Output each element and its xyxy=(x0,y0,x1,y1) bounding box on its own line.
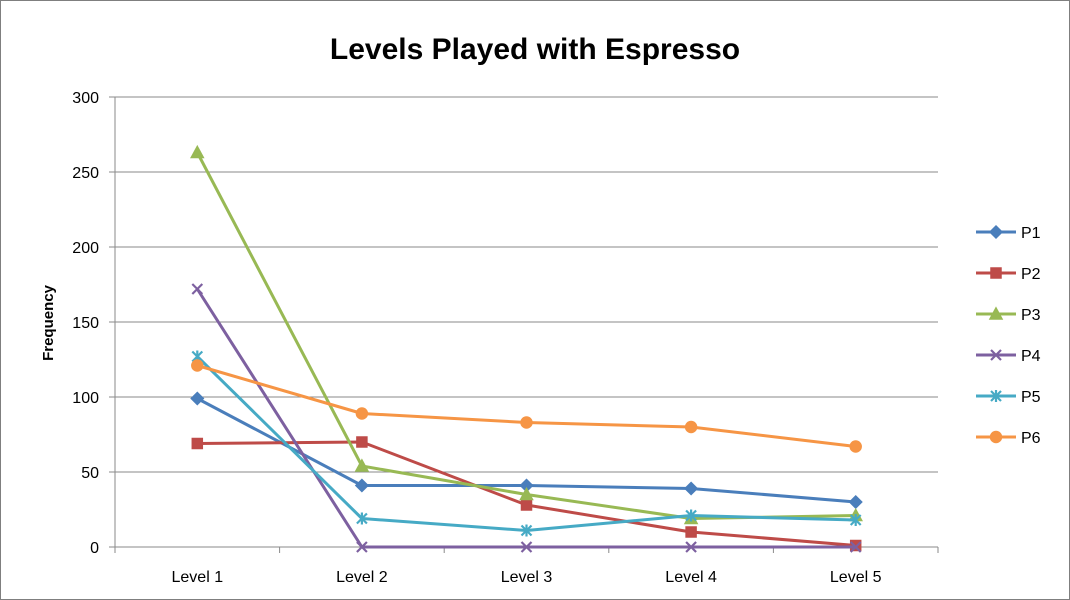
data-point xyxy=(519,486,534,501)
y-tick-label: 100 xyxy=(72,390,99,407)
data-point xyxy=(190,144,205,159)
y-tick-label: 200 xyxy=(72,240,99,257)
x-tick-label: Level 1 xyxy=(172,569,224,586)
data-point xyxy=(685,526,697,538)
data-point xyxy=(354,478,369,493)
data-point xyxy=(685,509,697,522)
y-tick-label: 300 xyxy=(72,90,99,107)
legend-marker xyxy=(990,267,1002,279)
legend-label: P3 xyxy=(1021,307,1041,324)
y-tick-label: 0 xyxy=(90,540,99,557)
series-lines xyxy=(190,144,863,553)
legend-marker xyxy=(990,390,1002,402)
x-tick-label: Level 2 xyxy=(336,569,388,586)
legend-marker xyxy=(989,430,1003,444)
y-tick-label: 50 xyxy=(81,465,99,482)
x-tick-label: Level 5 xyxy=(830,569,882,586)
y-axis-label: Frequency xyxy=(40,284,57,361)
legend-marker xyxy=(988,224,1004,240)
data-point xyxy=(849,514,862,526)
series-p1 xyxy=(190,391,863,510)
data-point xyxy=(520,499,533,511)
data-point xyxy=(356,436,368,448)
x-tick-label: Level 4 xyxy=(665,569,717,586)
legend-entry-p4: P4 xyxy=(976,348,1041,365)
data-point xyxy=(849,440,862,453)
data-point xyxy=(848,494,863,510)
data-point xyxy=(190,391,205,406)
x-tick-label: Level 3 xyxy=(501,569,553,586)
series-line xyxy=(195,151,856,520)
data-point xyxy=(685,541,697,553)
legend-entry-p2: P2 xyxy=(976,266,1041,283)
legend-marker xyxy=(988,306,1004,320)
data-point xyxy=(356,541,368,553)
legend-label: P1 xyxy=(1021,225,1041,242)
legend-entry-p1: P1 xyxy=(976,224,1041,242)
x-tick-labels: Level 1 Level 2 Level 3 Level 4 Level 5 xyxy=(172,569,882,586)
data-point xyxy=(191,359,204,372)
series-p4 xyxy=(191,283,862,553)
series-p3 xyxy=(190,144,863,525)
legend-label: P4 xyxy=(1021,348,1041,365)
chart-title: Levels Played with Espresso xyxy=(330,33,740,66)
legend-label: P2 xyxy=(1021,266,1041,283)
series-p6 xyxy=(191,359,862,453)
gridlines xyxy=(109,96,939,553)
y-tick-label: 150 xyxy=(72,315,99,332)
data-point xyxy=(520,541,533,553)
legend-marker xyxy=(990,349,1002,361)
data-point xyxy=(684,481,699,496)
data-point xyxy=(191,437,204,450)
legend-entry-p6: P6 xyxy=(976,430,1041,447)
data-point xyxy=(684,420,698,434)
series-p5 xyxy=(191,350,862,537)
data-point xyxy=(191,283,204,295)
data-point xyxy=(520,524,533,537)
y-tick-labels: 0 50 100 150 200 250 300 xyxy=(72,90,99,557)
legend-label: P6 xyxy=(1021,430,1041,447)
y-tick-label: 250 xyxy=(72,165,99,182)
legend-entry-p3: P3 xyxy=(976,306,1041,324)
series-line xyxy=(196,364,856,448)
data-point xyxy=(520,416,533,429)
legend-label: P5 xyxy=(1021,389,1041,406)
legend-entry-p5: P5 xyxy=(976,389,1041,406)
data-point xyxy=(355,407,369,420)
legend: P1 P2 P3 P4 P5 P6 xyxy=(976,224,1041,447)
data-point xyxy=(356,512,368,525)
data-point xyxy=(849,541,862,553)
data-point xyxy=(354,458,370,472)
